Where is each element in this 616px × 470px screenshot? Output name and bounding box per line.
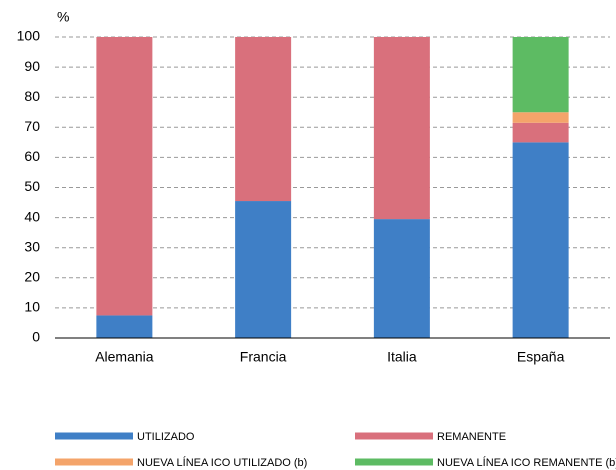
legend-swatch [55, 458, 133, 466]
y-tick-label: 20 [24, 269, 40, 285]
bar-segment [373, 219, 430, 338]
legend-swatch [355, 432, 433, 440]
bar-segment [512, 142, 569, 338]
y-tick-label: 100 [17, 28, 41, 44]
legend-label: UTILIZADO [137, 431, 195, 443]
y-tick-label: 0 [32, 329, 40, 345]
y-tick-label: 70 [24, 118, 40, 134]
x-tick-label: Francia [240, 349, 287, 365]
bar-segment [512, 37, 569, 113]
bar-segment [96, 37, 153, 316]
y-tick-label: 10 [24, 299, 40, 315]
bar-segment [235, 37, 292, 202]
legend-label: REMANENTE [437, 431, 506, 443]
bar-segment [373, 37, 430, 220]
legend-swatch [355, 458, 433, 466]
y-tick-label: 50 [24, 178, 40, 194]
y-tick-label: 90 [24, 58, 40, 74]
x-tick-label: España [517, 349, 565, 365]
y-tick-label: 30 [24, 238, 40, 254]
bar-segment [512, 112, 569, 123]
bar-segment [96, 315, 153, 338]
bar-segment [512, 122, 569, 143]
y-tick-label: 80 [24, 88, 40, 104]
legend-label: NUEVA LÍNEA ICO REMANENTE (b) [437, 456, 616, 469]
legend-swatch [55, 432, 133, 440]
x-tick-label: Italia [387, 349, 417, 365]
legend-label: NUEVA LÍNEA ICO UTILIZADO (b) [137, 456, 307, 469]
y-tick-label: 60 [24, 148, 40, 164]
y-tick-label: 40 [24, 208, 40, 224]
x-tick-label: Alemania [95, 349, 154, 365]
bar-segment [235, 201, 292, 338]
y-axis-label: % [57, 9, 69, 25]
